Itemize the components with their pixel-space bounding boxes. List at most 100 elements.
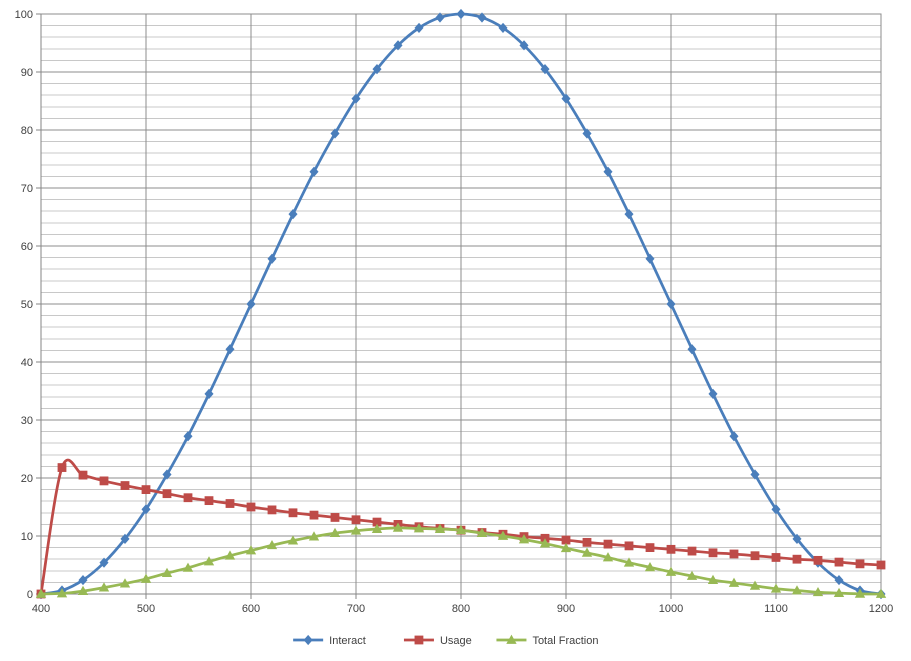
legend-item-usage: Usage (403, 635, 472, 647)
interact-data-point (288, 208, 298, 220)
legend-item-total-fraction: Total Fraction (496, 634, 598, 647)
total-fraction-data-point (539, 538, 551, 548)
interact-data-point (246, 298, 256, 310)
total-fraction-data-point (77, 585, 89, 595)
usage-data-point (141, 485, 151, 495)
interact-data-point (330, 128, 340, 139)
interact-data-point (666, 298, 676, 310)
total-fraction-data-point (98, 582, 110, 592)
interact-data-point (729, 431, 739, 442)
total-fraction-data-point (497, 530, 509, 540)
y-tick-label: 100 (15, 9, 33, 21)
interact-data-point (78, 574, 88, 586)
interact-data-point (225, 344, 235, 355)
usage-data-point (57, 463, 67, 472)
usage-data-point (666, 544, 676, 554)
total-fraction-data-point (119, 578, 131, 588)
y-tick-label: 60 (21, 241, 33, 253)
interact-data-point (708, 388, 718, 400)
interact-data-point (477, 12, 487, 23)
usage-data-point (834, 557, 844, 567)
usage-data-point (246, 502, 256, 512)
usage-data-point (855, 559, 865, 569)
interact-data-point (141, 504, 151, 515)
total-fraction-data-point (329, 527, 341, 537)
interact-data-point (645, 253, 655, 264)
total-fraction-data-point (602, 552, 614, 562)
total-fraction-data-point (413, 523, 425, 533)
y-tick-label: 70 (21, 183, 33, 195)
usage-data-point (351, 515, 361, 525)
usage-data-point (624, 541, 634, 551)
interact-data-point (393, 40, 403, 51)
x-tick-label: 600 (242, 603, 260, 615)
total-fraction-data-point (791, 585, 803, 595)
usage-data-point (162, 489, 172, 499)
total-fraction-markers (35, 522, 887, 598)
total-fraction-data-point (35, 588, 47, 598)
interact-data-point (750, 469, 760, 480)
interact-data-point (309, 166, 319, 177)
y-tick-label: 20 (21, 473, 33, 485)
interact-data-point (435, 12, 445, 23)
interact-data-point (561, 93, 571, 104)
interact-data-point (498, 22, 508, 34)
x-tick-label: 1100 (764, 603, 788, 615)
total-fraction-data-point (455, 524, 467, 535)
legend-item-interact: Interact (293, 634, 366, 647)
usage-data-point (645, 543, 655, 552)
usage-data-point (792, 554, 802, 564)
legend-usage-data-point (414, 635, 424, 645)
interact-data-point (603, 166, 613, 177)
interact-data-point (162, 469, 172, 480)
total-fraction-data-point (665, 566, 677, 576)
total-fraction-data-point (854, 588, 866, 598)
total-fraction-data-point (182, 562, 194, 572)
interact-data-point (183, 431, 193, 442)
total-fraction-data-point (266, 539, 278, 550)
interact-data-point (792, 533, 802, 545)
usage-data-point (288, 508, 298, 518)
x-tick-label: 500 (137, 603, 155, 615)
x-tick-label: 400 (32, 603, 50, 615)
interact-data-point (99, 557, 109, 568)
total-fraction-data-point (224, 550, 236, 560)
interact-data-point (456, 8, 466, 20)
total-fraction-data-point (476, 527, 488, 537)
total-fraction-series (35, 522, 887, 598)
legend-interact-data-point (303, 634, 313, 646)
usage-data-point (561, 535, 571, 545)
total-fraction-data-point (518, 534, 530, 544)
interact-data-point (120, 533, 130, 545)
interact-data-point (624, 208, 634, 220)
interact-data-point (204, 388, 214, 400)
total-fraction-data-point (560, 542, 572, 553)
total-fraction-data-point (833, 587, 845, 598)
total-fraction-data-point (371, 523, 383, 533)
series-group (35, 8, 887, 600)
total-fraction-data-point (287, 535, 299, 545)
usage-data-point (813, 555, 823, 565)
total-fraction-data-point (812, 586, 824, 597)
y-tick-label: 50 (21, 299, 33, 311)
legend-total-fraction-data-point (506, 634, 517, 644)
total-fraction-data-point (875, 588, 887, 598)
x-tick-label: 1200 (869, 603, 893, 615)
y-tick-label: 80 (21, 125, 33, 137)
total-fraction-data-point (728, 577, 740, 587)
x-tick-label: 1000 (659, 603, 683, 615)
interact-data-point (771, 504, 781, 515)
x-tick-label: 800 (452, 603, 470, 615)
usage-data-point (267, 505, 277, 515)
total-fraction-data-point (644, 562, 656, 572)
interact-data-point (351, 93, 361, 104)
total-fraction-data-point (161, 567, 173, 578)
y-tick-label: 10 (21, 531, 33, 543)
total-fraction-data-point (203, 556, 215, 566)
total-fraction-data-point (350, 525, 362, 535)
usage-data-point (729, 549, 739, 559)
interact-data-point (540, 63, 550, 75)
